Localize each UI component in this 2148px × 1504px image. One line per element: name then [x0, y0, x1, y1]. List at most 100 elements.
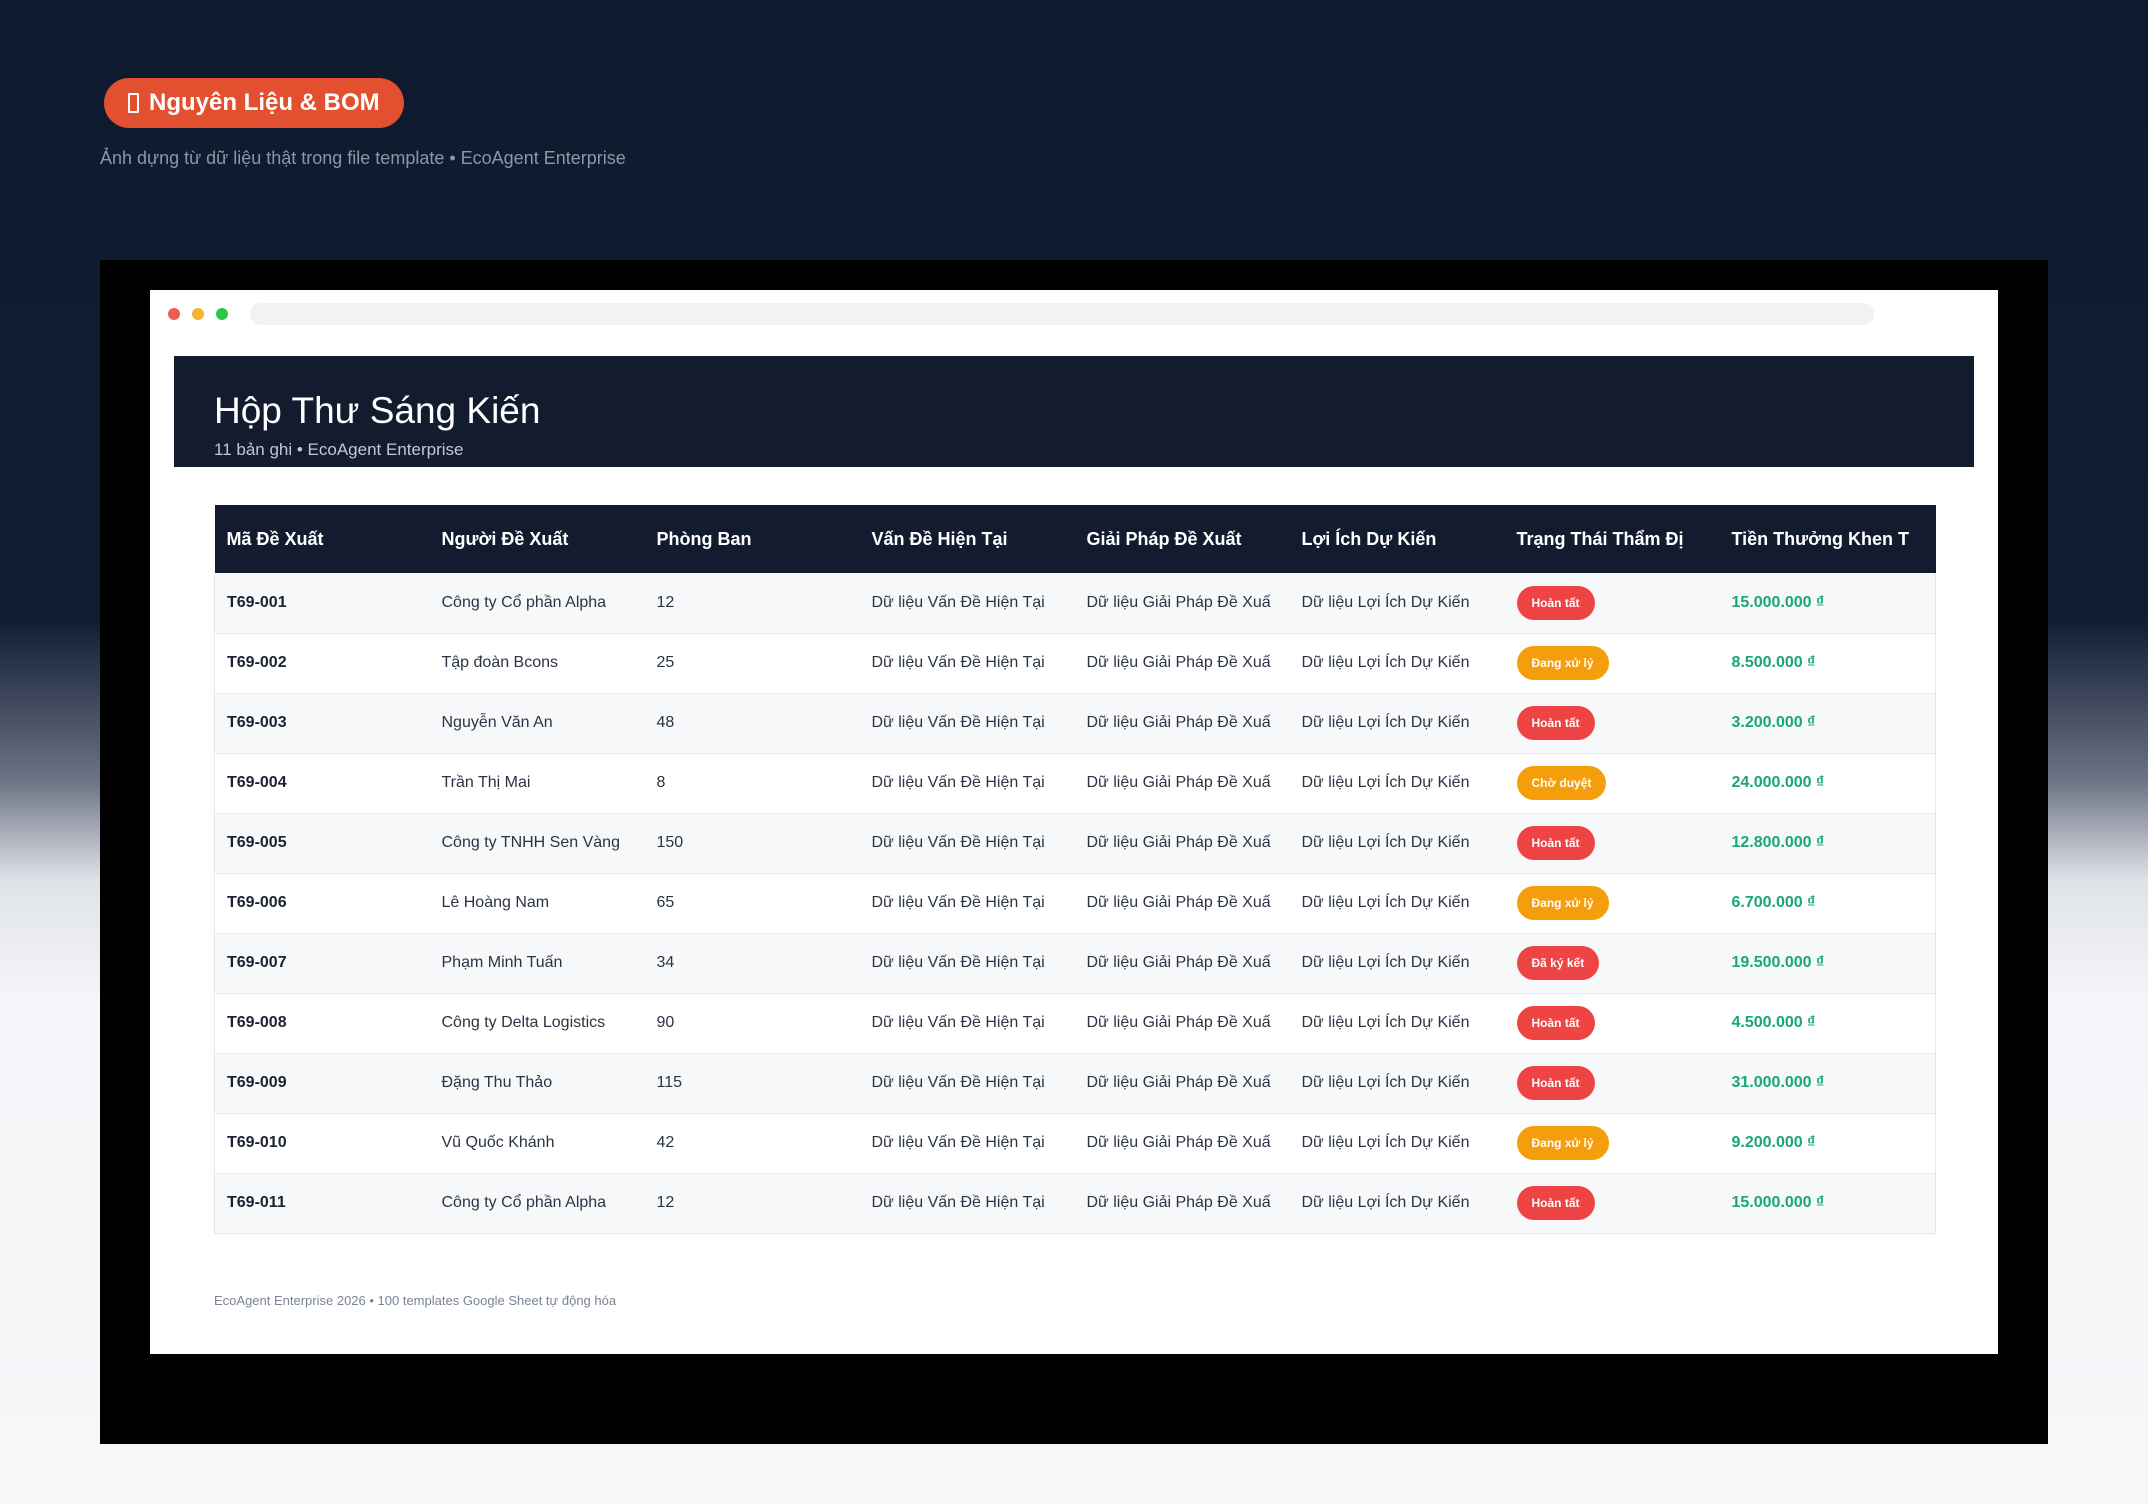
column-header[interactable]: Lợi Ích Dự Kiến [1301, 528, 1437, 549]
solution-cell: Dữ liệu Giải Pháp Đề Xuấ [1086, 654, 1271, 671]
benefit-cell: Dữ liệu Lợi Ích Dự Kiến [1301, 1194, 1470, 1211]
problem-cell: Dữ liệu Vấn Đề Hiện Tại [871, 654, 1045, 671]
department-cell: 90 [656, 1014, 675, 1031]
problem-cell: Dữ liệu Vấn Đề Hiện Tại [871, 593, 1045, 611]
proposal-id-cell: T69-011 [227, 1194, 286, 1211]
proposal-id-cell: T69-008 [227, 1014, 287, 1031]
tagline: Ảnh dựng từ dữ liệu thật trong file temp… [100, 148, 626, 168]
proposer-cell: Vũ Quốc Khánh [441, 1134, 555, 1151]
department-cell: 25 [656, 654, 675, 671]
reward-cell: 24.000.000 ₫ [1731, 774, 1825, 791]
reward-cell: 31.000.000 ₫ [1731, 1074, 1825, 1091]
benefit-cell: Dữ liệu Lợi Ích Dự Kiến [1301, 1134, 1470, 1151]
maximize-window-button[interactable] [216, 308, 228, 320]
benefit-cell: Dữ liệu Lợi Ích Dự Kiến [1301, 593, 1470, 611]
proposal-id-cell: T69-007 [227, 954, 287, 971]
status-cell: Hoàn tất [1505, 1173, 1720, 1233]
column-header[interactable]: Trạng Thái Thẩm Đị [1516, 528, 1684, 549]
proposer-cell: Công ty Delta Logistics [441, 1014, 606, 1031]
problem-cell: Dữ liệu Vấn Đề Hiện Tại [871, 954, 1045, 971]
solution-cell: Dữ liệu Giải Pháp Đề Xuấ [1086, 1074, 1271, 1091]
status-badge: Đang xử lý [1516, 886, 1609, 920]
sheet-header: Hộp Thư Sáng Kiến 11 bản ghi • EcoAgent … [174, 356, 1974, 467]
proposal-id-cell: T69-002 [227, 654, 287, 671]
department-cell: 65 [656, 894, 675, 911]
column-header[interactable]: Tiền Thưởng Khen T [1731, 528, 1910, 549]
document-icon [128, 93, 139, 113]
department-cell: 12 [656, 593, 675, 611]
column-header[interactable]: Phòng Ban [656, 528, 752, 549]
status-cell: Hoàn tất [1505, 573, 1720, 633]
minimize-window-button[interactable] [192, 308, 204, 320]
reward-cell: 9.200.000 ₫ [1731, 1134, 1816, 1151]
benefit-cell: Dữ liệu Lợi Ích Dự Kiến [1301, 1074, 1470, 1091]
screenshot-frame: Hộp Thư Sáng Kiến 11 bản ghi • EcoAgent … [100, 260, 2048, 1444]
proposal-id-cell: T69-004 [227, 774, 287, 791]
status-badge: Đã ký kết [1516, 946, 1600, 980]
benefit-cell: Dữ liệu Lợi Ích Dự Kiến [1301, 714, 1470, 731]
problem-cell: Dữ liệu Vấn Đề Hiện Tại [871, 1074, 1045, 1091]
solution-cell: Dữ liệu Giải Pháp Đề Xuấ [1086, 954, 1271, 971]
status-badge: Đang xử lý [1516, 646, 1609, 680]
proposer-cell: Lê Hoàng Nam [441, 894, 550, 911]
category-badge[interactable]: Nguyên Liệu & BOM [104, 78, 404, 128]
table-row[interactable]: T69-001 Công ty Cổ phần Alpha 12 Dữ liệu Vấ… [214, 573, 1936, 633]
data-table-container: Mã Đề Xuất Người Đề Xuất Phòng Ban Vấn Đề H… [214, 505, 1936, 1234]
proposer-cell: Công ty Cổ phần Alpha [441, 1194, 607, 1211]
reward-cell: 6.700.000 ₫ [1731, 894, 1816, 911]
problem-cell: Dữ liệu Vấn Đề Hiện Tại [871, 1134, 1045, 1151]
data-table: Mã Đề Xuất Người Đề Xuất Phòng Ban Vấn Đề H… [214, 505, 1936, 1234]
solution-cell: Dữ liệu Giải Pháp Đề Xuấ [1086, 774, 1271, 791]
status-cell: Đang xử lý [1505, 873, 1720, 933]
column-header[interactable]: Người Đề Xuất [441, 528, 569, 549]
reward-cell: 3.200.000 ₫ [1731, 714, 1816, 731]
page-title: Hộp Thư Sáng Kiến [214, 390, 541, 431]
table-row[interactable]: T69-011 Công ty Cổ phần Alpha 12 Dữ liệu Vấ… [214, 1173, 1936, 1233]
table-row[interactable]: T69-003 Nguyễn Văn An 48 Dữ liệu Vấn Đề Hiệ… [214, 693, 1936, 753]
reward-cell: 19.500.000 ₫ [1731, 954, 1825, 971]
benefit-cell: Dữ liệu Lợi Ích Dự Kiến [1301, 894, 1470, 911]
table-row[interactable]: T69-004 Trần Thị Mai 8 Dữ liệu Vấn Đề Hiện … [214, 753, 1936, 813]
proposer-cell: Công ty TNHH Sen Vàng [441, 834, 620, 851]
benefit-cell: Dữ liệu Lợi Ích Dự Kiến [1301, 774, 1470, 791]
table-row[interactable]: T69-002 Tập đoàn Bcons 25 Dữ liệu Vấn Đề Hi… [214, 633, 1936, 693]
proposal-id-cell: T69-009 [227, 1074, 287, 1091]
status-cell: Hoàn tất [1505, 813, 1720, 873]
proposer-cell: Tập đoàn Bcons [441, 654, 559, 671]
table-row[interactable]: T69-008 Công ty Delta Logistics 90 Dữ liệu … [214, 993, 1936, 1053]
department-cell: 42 [656, 1134, 675, 1151]
close-window-button[interactable] [168, 308, 180, 320]
benefit-cell: Dữ liệu Lợi Ích Dự Kiến [1301, 834, 1470, 851]
table-row[interactable]: T69-007 Phạm Minh Tuấn 34 Dữ liệu Vấn Đề Hi… [214, 933, 1936, 993]
problem-cell: Dữ liệu Vấn Đề Hiện Tại [871, 834, 1045, 851]
benefit-cell: Dữ liệu Lợi Ích Dự Kiến [1301, 654, 1470, 671]
status-badge: Hoàn tất [1516, 585, 1595, 620]
problem-cell: Dữ liệu Vấn Đề Hiện Tại [871, 894, 1045, 911]
proposal-id-cell: T69-003 [227, 714, 287, 731]
proposer-cell: Phạm Minh Tuấn [441, 954, 563, 971]
problem-cell: Dữ liệu Vấn Đề Hiện Tại [871, 1194, 1045, 1211]
table-row[interactable]: T69-009 Đặng Thu Thảo 115 Dữ liệu Vấn Đề Hi… [214, 1053, 1936, 1113]
problem-cell: Dữ liệu Vấn Đề Hiện Tại [871, 1014, 1045, 1031]
column-header[interactable]: Mã Đề Xuất [226, 528, 324, 549]
solution-cell: Dữ liệu Giải Pháp Đề Xuấ [1086, 834, 1271, 851]
table-body: T69-001 Công ty Cổ phần Alpha 12 Dữ liệu Vấ… [214, 573, 1936, 1233]
reward-cell: 15.000.000 ₫ [1731, 1194, 1825, 1211]
problem-cell: Dữ liệu Vấn Đề Hiện Tại [871, 774, 1045, 791]
status-cell: Chờ duyệt [1505, 753, 1720, 813]
department-cell: 34 [656, 954, 675, 971]
problem-cell: Dữ liệu Vấn Đề Hiện Tại [871, 714, 1045, 731]
benefit-cell: Dữ liệu Lợi Ích Dự Kiến [1301, 1014, 1470, 1031]
benefit-cell: Dữ liệu Lợi Ích Dự Kiến [1301, 954, 1470, 971]
table-row[interactable]: T69-010 Vũ Quốc Khánh 42 Dữ liệu Vấn Đề Hiệ… [214, 1113, 1936, 1173]
table-row[interactable]: T69-006 Lê Hoàng Nam 65 Dữ liệu Vấn Đề Hiện… [214, 873, 1936, 933]
address-bar[interactable] [250, 303, 1874, 325]
proposer-cell: Đặng Thu Thảo [441, 1074, 553, 1091]
table-row[interactable]: T69-005 Công ty TNHH Sen Vàng 150 Dữ liệu V… [214, 813, 1936, 873]
status-cell: Hoàn tất [1505, 993, 1720, 1053]
status-badge: Hoàn tất [1516, 1006, 1595, 1040]
column-header[interactable]: Giải Pháp Đề Xuất [1086, 528, 1242, 549]
proposal-id-cell: T69-001 [227, 593, 287, 611]
status-badge: Hoàn tất [1516, 1066, 1595, 1100]
column-header[interactable]: Vấn Đề Hiện Tại [871, 528, 1008, 549]
